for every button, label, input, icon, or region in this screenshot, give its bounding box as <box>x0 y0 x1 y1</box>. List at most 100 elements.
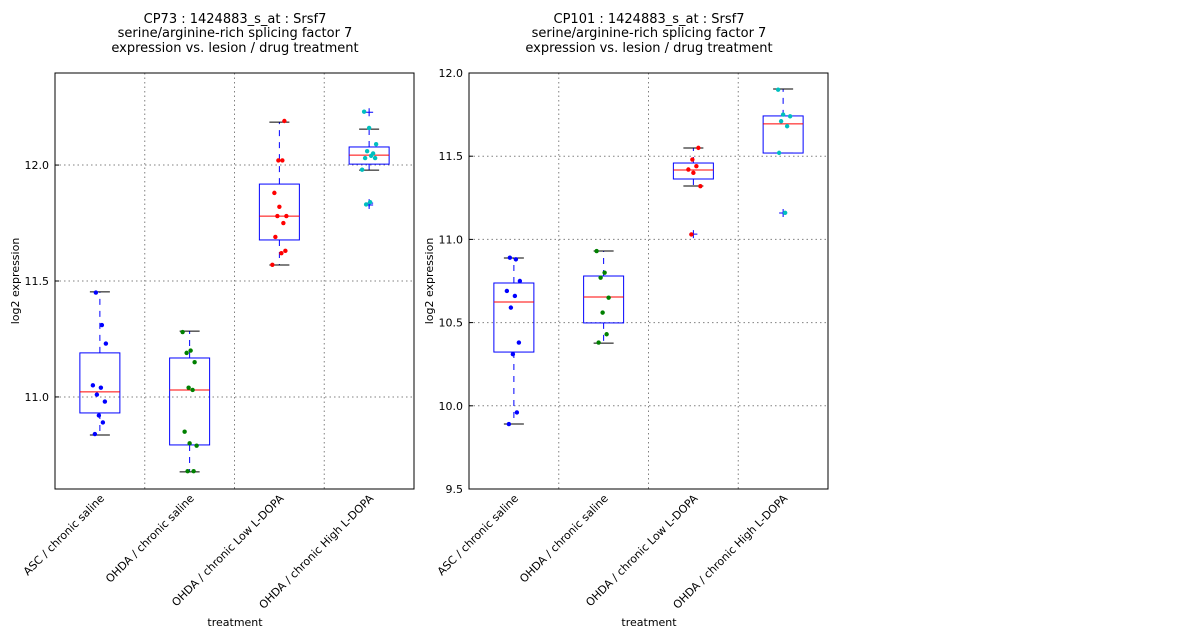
data-point <box>273 234 278 240</box>
data-point <box>281 220 286 226</box>
x-tick-label: OHDA / chronic saline <box>517 492 611 586</box>
data-point <box>366 125 372 131</box>
y-axis-label: log2 expression <box>423 238 436 325</box>
data-point <box>694 163 699 169</box>
box-marks <box>493 87 804 427</box>
y-tick-label: 9.5 <box>446 483 464 496</box>
data-point <box>96 413 102 418</box>
chart-title-line: expression vs. lesion / drug treatment <box>525 41 772 56</box>
data-point <box>364 148 370 154</box>
data-point <box>373 141 379 147</box>
data-point <box>778 119 784 124</box>
data-point <box>686 167 691 172</box>
data-point <box>513 257 519 262</box>
data-point <box>600 310 605 315</box>
y-axis-label: log2 expression <box>9 238 22 325</box>
x-tick-label: ASC / chronic saline <box>21 492 107 578</box>
data-point <box>604 332 609 337</box>
x-tick-label: OHDA / chronic saline <box>103 492 197 586</box>
y-tick-label: 11.0 <box>439 233 464 246</box>
data-point <box>279 250 284 256</box>
data-point <box>102 399 108 404</box>
data-point <box>280 158 285 163</box>
data-point <box>182 429 187 434</box>
chart-cp101: CP101 : 1424883_s_at : Srsf7 serine/argi… <box>423 12 829 629</box>
x-tick-label: ASC / chronic saline <box>435 492 521 578</box>
data-point <box>784 124 790 129</box>
data-point <box>506 421 512 427</box>
data-point <box>507 255 513 260</box>
data-point <box>270 262 275 267</box>
data-point <box>276 158 281 163</box>
data-point <box>690 157 695 162</box>
data-point <box>194 443 199 448</box>
data-point <box>100 420 106 425</box>
grid-lines <box>469 73 828 489</box>
outlier-marker <box>365 108 374 117</box>
data-point <box>190 387 195 393</box>
data-point <box>361 109 367 114</box>
data-point <box>192 359 197 365</box>
data-point <box>283 248 288 254</box>
data-point <box>594 248 599 254</box>
data-point <box>598 275 603 280</box>
data-point <box>359 167 365 172</box>
data-point <box>98 385 104 390</box>
y-tick-label: 10.0 <box>439 400 464 413</box>
chart-title-line: CP73 : 1424883_s_at : Srsf7 <box>144 12 327 27</box>
plot-frame <box>54 72 415 490</box>
box-marks <box>79 108 390 474</box>
data-point <box>188 348 193 353</box>
x-axis-label: treatment <box>621 616 677 629</box>
chart-title-line: expression vs. lesion / drug treatment <box>111 41 358 56</box>
data-point <box>504 288 510 294</box>
data-point <box>780 112 786 117</box>
data-point <box>362 155 368 161</box>
y-tick-label: 12.0 <box>25 159 50 172</box>
data-point <box>689 232 694 237</box>
data-point <box>691 170 696 176</box>
y-tick-label: 12.0 <box>439 67 464 80</box>
data-point <box>510 352 516 357</box>
data-point <box>92 431 98 437</box>
chart-title-line: serine/arginine-rich splicing factor 7 <box>532 26 767 41</box>
data-point <box>698 183 703 189</box>
data-point <box>516 340 522 345</box>
data-point <box>191 468 196 474</box>
data-point <box>282 118 287 124</box>
box-iqr <box>493 282 535 353</box>
grid-lines <box>55 73 414 489</box>
data-point <box>512 293 518 299</box>
data-point <box>277 204 282 209</box>
data-point <box>596 340 601 345</box>
data-point <box>775 87 781 92</box>
box-iqr <box>583 275 625 324</box>
chart-title-line: CP101 : 1424883_s_at : Srsf7 <box>554 12 745 27</box>
data-point <box>368 153 374 158</box>
data-point <box>272 190 277 196</box>
box-iqr <box>169 357 211 446</box>
data-point <box>185 468 190 474</box>
data-point <box>514 410 520 415</box>
data-point <box>602 270 607 275</box>
data-point <box>275 213 280 219</box>
y-tick-label: 11.5 <box>439 150 464 163</box>
data-point <box>776 150 782 156</box>
y-tick-labels: 11.0 11.5 12.0 <box>25 159 59 404</box>
data-point <box>367 199 373 205</box>
data-point <box>186 385 191 390</box>
data-point <box>787 114 793 119</box>
y-tick-label: 10.5 <box>439 317 464 330</box>
data-point <box>372 155 378 161</box>
y-tick-label: 11.5 <box>25 275 50 288</box>
chart-title-line: serine/arginine-rich splicing factor 7 <box>118 26 353 41</box>
data-point <box>93 290 99 295</box>
data-point <box>99 322 105 328</box>
data-point <box>180 329 185 335</box>
y-tick-labels: 9.5 10.0 10.5 11.0 11.5 12.0 <box>439 67 473 496</box>
data-point <box>103 341 109 346</box>
data-point <box>94 392 100 397</box>
data-point <box>363 202 369 207</box>
